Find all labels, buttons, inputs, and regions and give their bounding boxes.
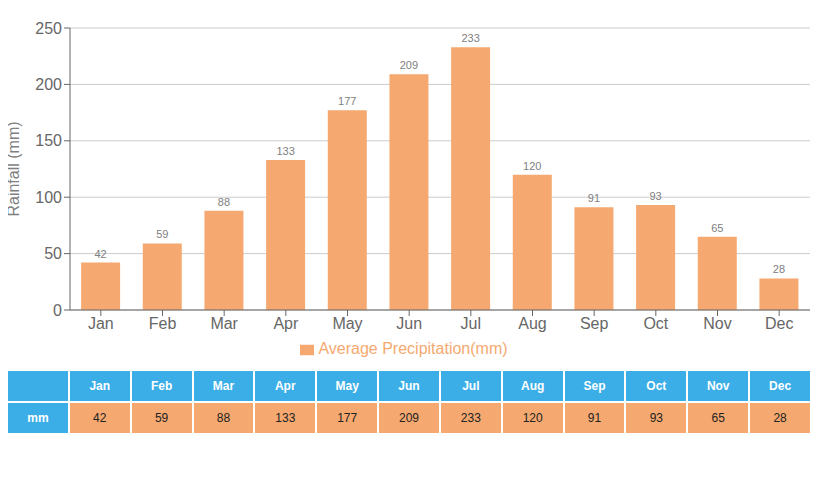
html-text:mm: mm (27, 411, 49, 425)
svg-text:59: 59 (156, 228, 168, 240)
html-text:Jan: Jan (89, 379, 111, 393)
html-text:Apr: Apr (275, 379, 296, 393)
svg-text:Dec: Dec (765, 315, 793, 332)
html-text:209: 209 (399, 411, 419, 425)
html-text:Nov: Nov (706, 379, 730, 393)
html-text:Jun: Jun (398, 379, 420, 393)
svg-text:250: 250 (35, 20, 62, 37)
svg-text:Aug: Aug (518, 315, 546, 332)
html-text:Dec: Dec (769, 379, 792, 393)
svg-text:209: 209 (400, 59, 418, 71)
html-text:Jul: Jul (462, 379, 480, 393)
svg-text:50: 50 (44, 245, 62, 262)
html-text:133: 133 (275, 411, 296, 425)
svg-text:0: 0 (53, 302, 62, 319)
svg-text:177: 177 (338, 95, 356, 107)
svg-text:Feb: Feb (149, 315, 177, 332)
html-text:42: 42 (93, 411, 107, 425)
html-text:91: 91 (587, 411, 602, 425)
html-text:Feb: Feb (150, 379, 173, 393)
svg-text:Nov: Nov (703, 315, 731, 332)
svg-text:42: 42 (94, 248, 106, 260)
html-text:Oct: Oct (646, 379, 667, 393)
svg-text:Jul: Jul (461, 315, 481, 332)
svg-text:Rainfall (mm): Rainfall (mm) (8, 121, 22, 216)
svg-text:Apr: Apr (273, 315, 299, 332)
html-text:93: 93 (649, 411, 663, 425)
svg-text:28: 28 (773, 263, 785, 275)
svg-text:233: 233 (461, 32, 479, 44)
html-text:88: 88 (216, 411, 231, 425)
html-text:Aug: Aug (521, 379, 545, 393)
svg-text:200: 200 (35, 76, 62, 93)
svg-text:120: 120 (523, 160, 541, 172)
svg-text:Jan: Jan (88, 315, 114, 332)
svg-text:Jun: Jun (396, 315, 422, 332)
html-text:233: 233 (460, 411, 481, 425)
html-text:65: 65 (711, 411, 725, 425)
svg-text:93: 93 (649, 190, 661, 202)
svg-text:Oct: Oct (643, 315, 668, 332)
svg-text:65: 65 (711, 222, 723, 234)
html-text:Mar: Mar (212, 379, 235, 393)
html-text:Average Precipitation(mm): Average Precipitation(mm) (318, 340, 508, 357)
svg-text:133: 133 (276, 145, 294, 157)
html-text:May: May (335, 379, 359, 393)
svg-text:150: 150 (35, 132, 62, 149)
svg-text:88: 88 (218, 196, 230, 208)
html-text:120: 120 (522, 411, 543, 425)
html-text:28: 28 (773, 411, 787, 425)
svg-text:91: 91 (588, 192, 600, 204)
svg-text:100: 100 (35, 189, 62, 206)
svg-text:Mar: Mar (210, 315, 238, 332)
svg-text:May: May (332, 315, 362, 332)
svg-text:Sep: Sep (580, 315, 609, 332)
html-text:Sep: Sep (583, 379, 606, 393)
html-text:59: 59 (154, 411, 169, 425)
html-text:177: 177 (337, 411, 358, 425)
